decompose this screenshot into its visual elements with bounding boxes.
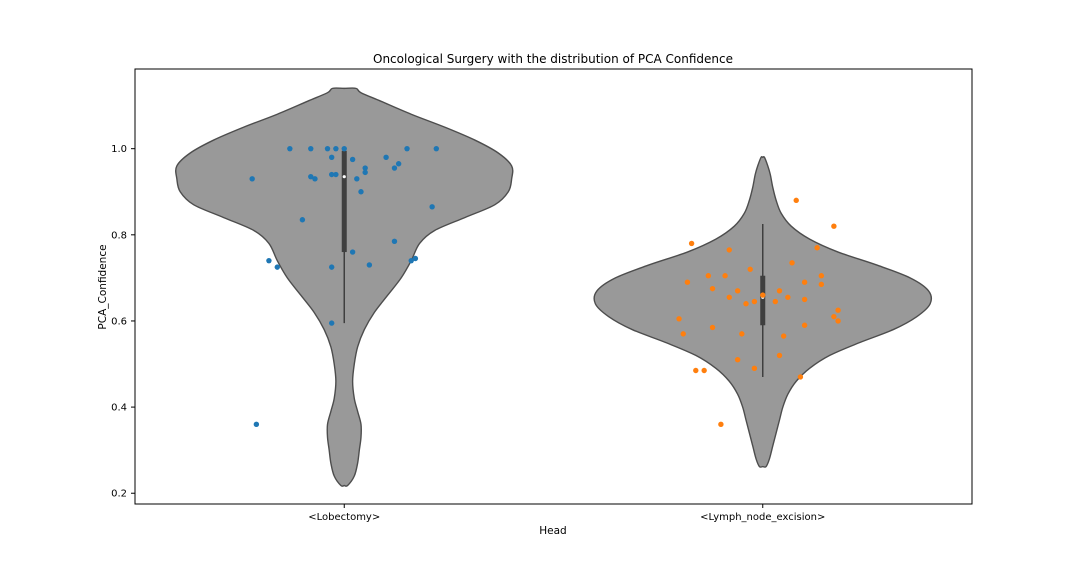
- data-point: [684, 279, 691, 285]
- data-point: [772, 298, 778, 305]
- data-point: [308, 173, 314, 180]
- data-point: [726, 294, 732, 300]
- data-point: [312, 176, 318, 182]
- data-point: [776, 352, 783, 359]
- data-point: [383, 154, 389, 160]
- data-point: [333, 171, 339, 178]
- data-point: [831, 223, 837, 229]
- data-point: [266, 257, 272, 264]
- data-point: [253, 421, 260, 428]
- data-point: [299, 217, 306, 223]
- data-point: [404, 145, 410, 152]
- data-point: [705, 273, 712, 279]
- data-point: [751, 365, 758, 372]
- data-point: [818, 273, 825, 279]
- data-point: [362, 165, 368, 171]
- data-point: [349, 156, 356, 163]
- y-tick-label: 0.8: [111, 230, 127, 241]
- data-point: [349, 249, 356, 255]
- data-point: [274, 264, 280, 270]
- data-point: [354, 176, 360, 182]
- y-axis: 0.2 0.4 0.6 0.8 1.0: [111, 144, 135, 500]
- x-tick-label: <Lobectomy>: [308, 512, 380, 523]
- data-point: [801, 296, 808, 303]
- y-tick-label: 0.6: [111, 316, 127, 327]
- data-point: [722, 273, 728, 279]
- data-point: [366, 262, 373, 268]
- data-point: [801, 279, 808, 285]
- data-point: [701, 367, 707, 374]
- box-median: [342, 175, 346, 179]
- data-point: [709, 285, 716, 292]
- data-point: [328, 171, 335, 178]
- data-point: [408, 257, 414, 264]
- y-tick-label: 0.2: [111, 489, 127, 500]
- data-point: [391, 238, 398, 244]
- data-point: [324, 145, 331, 152]
- data-point: [751, 298, 758, 305]
- data-point: [718, 421, 724, 428]
- data-point: [391, 165, 398, 171]
- data-point: [287, 145, 293, 152]
- data-point: [835, 318, 841, 324]
- data-point: [680, 331, 686, 337]
- data-point: [760, 292, 766, 298]
- points-layer: [249, 145, 841, 428]
- data-point: [412, 255, 419, 262]
- box-iqr: [341, 150, 347, 253]
- box-layer: [341, 148, 766, 377]
- y-axis-label: PCA_Confidence: [97, 244, 109, 329]
- x-axis-label: Head: [539, 525, 566, 537]
- y-tick-label: 1.0: [111, 144, 127, 155]
- data-point: [785, 294, 791, 300]
- data-point: [433, 145, 440, 152]
- data-point: [429, 204, 435, 210]
- data-point: [328, 320, 335, 326]
- data-point: [780, 333, 787, 339]
- data-point: [688, 240, 695, 247]
- data-point: [333, 145, 339, 152]
- data-point: [362, 169, 368, 176]
- x-axis: <Lobectomy> <Lymph_node_excision>: [308, 504, 825, 523]
- data-point: [789, 260, 795, 266]
- data-point: [358, 189, 364, 195]
- data-point: [747, 266, 753, 272]
- x-tick-label: <Lymph_node_excision>: [700, 512, 825, 523]
- data-point: [328, 264, 335, 270]
- data-point: [726, 247, 732, 253]
- data-point: [341, 145, 347, 152]
- data-point: [734, 288, 741, 294]
- data-point: [693, 367, 699, 374]
- data-point: [308, 145, 314, 152]
- data-point: [734, 357, 741, 363]
- data-point: [328, 154, 335, 160]
- data-point: [709, 324, 716, 331]
- box-iqr: [760, 275, 766, 326]
- data-point: [831, 313, 837, 320]
- data-point: [395, 161, 402, 167]
- data-point: [814, 245, 820, 251]
- data-point: [835, 307, 841, 313]
- plot-frame: [134, 68, 973, 505]
- data-point: [793, 197, 799, 204]
- data-point: [776, 288, 783, 294]
- data-point: [801, 322, 808, 328]
- data-point: [249, 176, 255, 182]
- data-point: [676, 316, 682, 322]
- data-point: [818, 281, 825, 288]
- y-tick-label: 0.4: [111, 403, 127, 414]
- data-point: [739, 331, 745, 337]
- data-point: [743, 301, 749, 307]
- chart-title: Oncological Surgery with the distributio…: [373, 52, 733, 66]
- data-point: [797, 374, 804, 380]
